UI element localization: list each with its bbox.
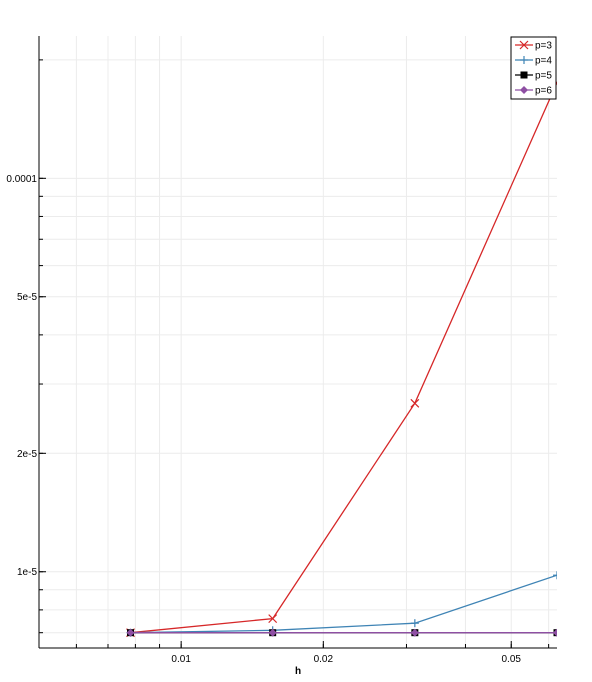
data-point — [553, 628, 557, 637]
axes — [38, 36, 557, 649]
series-p=3 — [126, 78, 557, 638]
legend-item: p=3 — [515, 41, 552, 52]
x-tick-label: 0.05 — [502, 654, 522, 665]
legend-label: p=4 — [535, 56, 552, 67]
y-tick-label: 1e-5 — [17, 567, 37, 578]
legend-label: p=5 — [535, 71, 552, 82]
series-line — [130, 82, 557, 634]
legend-marker — [520, 71, 528, 79]
data-point — [268, 628, 277, 637]
x-tick-label: 0.01 — [171, 654, 191, 665]
x-ticks: 0.01 0.02 0.05 — [38, 641, 550, 665]
y-tick-label: 5e-5 — [17, 292, 37, 303]
series-p=6 — [126, 628, 557, 637]
data-point — [268, 614, 278, 624]
data-point — [126, 628, 135, 637]
legend-item: p=6 — [515, 86, 552, 97]
y-ticks: 0.0001 5e-5 2e-5 1e-5 — [6, 59, 46, 634]
grid — [38, 36, 557, 648]
series-line — [130, 574, 557, 634]
x-axis-title: h — [295, 666, 301, 677]
legend-marker — [520, 86, 528, 94]
x-tick-label: 0.02 — [314, 654, 334, 665]
series-layer — [126, 78, 557, 638]
y-tick-label: 0.0001 — [6, 174, 37, 185]
legend-marker — [519, 40, 529, 50]
data-point — [410, 628, 419, 637]
legend-box — [510, 36, 557, 100]
legend-label: p=6 — [535, 86, 552, 97]
legend-label: p=3 — [535, 41, 552, 52]
legend-item: p=5 — [515, 71, 552, 82]
data-point — [410, 398, 420, 408]
legend-item: p=4 — [515, 56, 552, 67]
legend: p=3 p=4 p=5 p=6 — [510, 36, 557, 100]
y-tick-label: 2e-5 — [17, 449, 37, 460]
